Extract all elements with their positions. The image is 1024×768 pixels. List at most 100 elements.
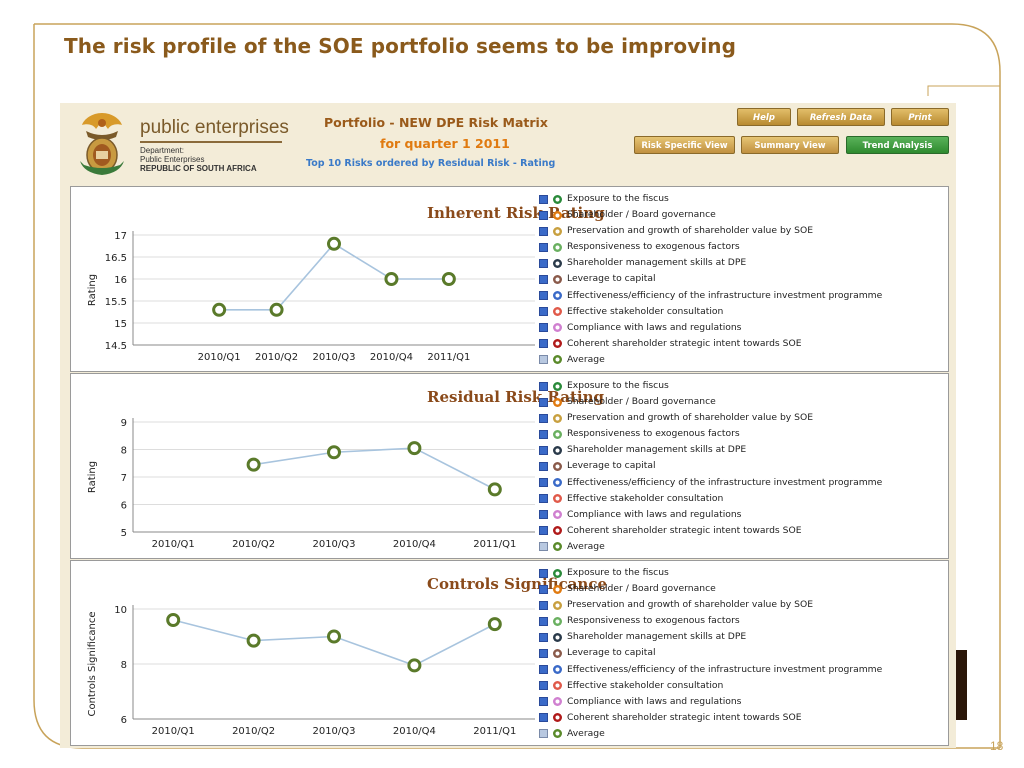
legend-item[interactable]: Responsiveness to exogenous factors	[539, 613, 944, 629]
series-checkbox[interactable]	[539, 632, 548, 642]
data-point[interactable]	[327, 236, 341, 251]
series-checkbox[interactable]	[539, 478, 548, 488]
legend-item[interactable]: Compliance with laws and regulations	[539, 694, 944, 710]
series-checkbox[interactable]	[539, 697, 548, 707]
trend-analysis-button[interactable]: Trend Analysis	[846, 136, 949, 154]
series-checkbox[interactable]	[539, 616, 548, 626]
series-checkbox[interactable]	[539, 226, 548, 236]
legend-item[interactable]: Leverage to capital	[539, 271, 944, 287]
data-point[interactable]	[407, 658, 422, 673]
series-marker-icon	[553, 542, 562, 552]
data-point[interactable]	[384, 272, 399, 286]
series-checkbox[interactable]	[539, 194, 548, 204]
refresh-data-button[interactable]: Refresh Data	[797, 108, 885, 126]
series-checkbox[interactable]	[539, 681, 548, 691]
series-checkbox[interactable]	[539, 461, 548, 471]
data-point[interactable]	[487, 482, 502, 497]
series-checkbox[interactable]	[539, 568, 548, 578]
x-tick-label: 2011/Q1	[427, 352, 470, 363]
y-tick-label: 10	[114, 605, 127, 616]
series-checkbox[interactable]	[539, 397, 548, 407]
series-checkbox[interactable]	[539, 210, 548, 220]
y-tick-label: 5	[121, 528, 127, 539]
legend-item[interactable]: Effectiveness/efficiency of the infrastr…	[539, 475, 944, 491]
legend-item[interactable]: Effective stakeholder consultation	[539, 678, 944, 694]
x-tick-label: 2010/Q4	[393, 726, 436, 737]
series-checkbox[interactable]	[539, 713, 548, 723]
dept-label: Department:	[140, 146, 185, 155]
series-marker-icon	[553, 526, 562, 536]
legend-item[interactable]: Exposure to the fiscus	[539, 378, 944, 394]
dept-name: Public Enterprises	[140, 155, 205, 164]
y-tick-label: 8	[121, 660, 127, 671]
data-point[interactable]	[441, 272, 456, 286]
series-checkbox[interactable]	[539, 429, 548, 439]
data-point[interactable]	[407, 441, 422, 456]
summary-view-button[interactable]: Summary View	[741, 136, 839, 154]
legend-item[interactable]: Coherent shareholder strategic intent to…	[539, 523, 944, 539]
legend-item[interactable]: Leverage to capital	[539, 458, 944, 474]
series-checkbox[interactable]	[539, 542, 548, 552]
legend-item[interactable]: Exposure to the fiscus	[539, 565, 944, 581]
series-checkbox[interactable]	[539, 307, 548, 317]
data-point[interactable]	[166, 613, 181, 627]
series-marker-icon	[553, 494, 562, 504]
data-point[interactable]	[212, 302, 227, 317]
legend-item[interactable]: Responsiveness to exogenous factors	[539, 239, 944, 255]
legend-label: Preservation and growth of shareholder v…	[567, 599, 813, 611]
legend-label: Average	[567, 727, 605, 739]
slide-title: The risk profile of the SOE portfolio se…	[64, 34, 737, 58]
legend-item[interactable]: Effectiveness/efficiency of the infrastr…	[539, 288, 944, 304]
legend-item[interactable]: Preservation and growth of shareholder v…	[539, 410, 944, 426]
legend-item[interactable]: Leverage to capital	[539, 645, 944, 661]
series-checkbox[interactable]	[539, 258, 548, 268]
legend-item[interactable]: Average	[539, 539, 944, 555]
legend-item[interactable]: Shareholder / Board governance	[539, 207, 944, 223]
legend-item[interactable]: Shareholder management skills at DPE	[539, 255, 944, 271]
legend-item[interactable]: Preservation and growth of shareholder v…	[539, 223, 944, 239]
data-point[interactable]	[246, 633, 261, 648]
series-checkbox[interactable]	[539, 291, 548, 301]
series-checkbox[interactable]	[539, 494, 548, 504]
risk-specific-view-button[interactable]: Risk Specific View	[634, 136, 735, 154]
legend-item[interactable]: Average	[539, 352, 944, 368]
series-marker-icon	[553, 600, 562, 610]
series-checkbox[interactable]	[539, 648, 548, 658]
series-checkbox[interactable]	[539, 729, 548, 739]
print-button[interactable]: Print	[891, 108, 949, 126]
series-checkbox[interactable]	[539, 323, 548, 333]
data-point[interactable]	[327, 629, 341, 644]
data-point[interactable]	[487, 617, 502, 632]
legend-item[interactable]: Compliance with laws and regulations	[539, 320, 944, 336]
legend-item[interactable]: Responsiveness to exogenous factors	[539, 426, 944, 442]
series-checkbox[interactable]	[539, 510, 548, 520]
legend-item[interactable]: Average	[539, 726, 944, 742]
legend-item[interactable]: Coherent shareholder strategic intent to…	[539, 710, 944, 726]
legend-item[interactable]: Shareholder management skills at DPE	[539, 442, 944, 458]
legend-item[interactable]: Exposure to the fiscus	[539, 191, 944, 207]
data-point[interactable]	[327, 445, 341, 460]
series-checkbox[interactable]	[539, 665, 548, 675]
series-checkbox[interactable]	[539, 600, 548, 610]
legend-item[interactable]: Effectiveness/efficiency of the infrastr…	[539, 662, 944, 678]
series-checkbox[interactable]	[539, 381, 548, 391]
series-checkbox[interactable]	[539, 445, 548, 455]
series-checkbox[interactable]	[539, 526, 548, 536]
series-checkbox[interactable]	[539, 274, 548, 284]
series-checkbox[interactable]	[539, 413, 548, 423]
data-point[interactable]	[269, 302, 284, 317]
legend-item[interactable]: Shareholder / Board governance	[539, 394, 944, 410]
legend-item[interactable]: Compliance with laws and regulations	[539, 507, 944, 523]
legend-item[interactable]: Preservation and growth of shareholder v…	[539, 597, 944, 613]
legend-item[interactable]: Shareholder management skills at DPE	[539, 629, 944, 645]
legend-item[interactable]: Effective stakeholder consultation	[539, 304, 944, 320]
data-point[interactable]	[246, 457, 261, 472]
legend-item[interactable]: Effective stakeholder consultation	[539, 491, 944, 507]
series-checkbox[interactable]	[539, 242, 548, 252]
series-checkbox[interactable]	[539, 339, 548, 349]
legend-item[interactable]: Coherent shareholder strategic intent to…	[539, 336, 944, 352]
help-button[interactable]: Help	[737, 108, 791, 126]
legend-item[interactable]: Shareholder / Board governance	[539, 581, 944, 597]
series-checkbox[interactable]	[539, 584, 548, 594]
series-checkbox[interactable]	[539, 355, 548, 365]
